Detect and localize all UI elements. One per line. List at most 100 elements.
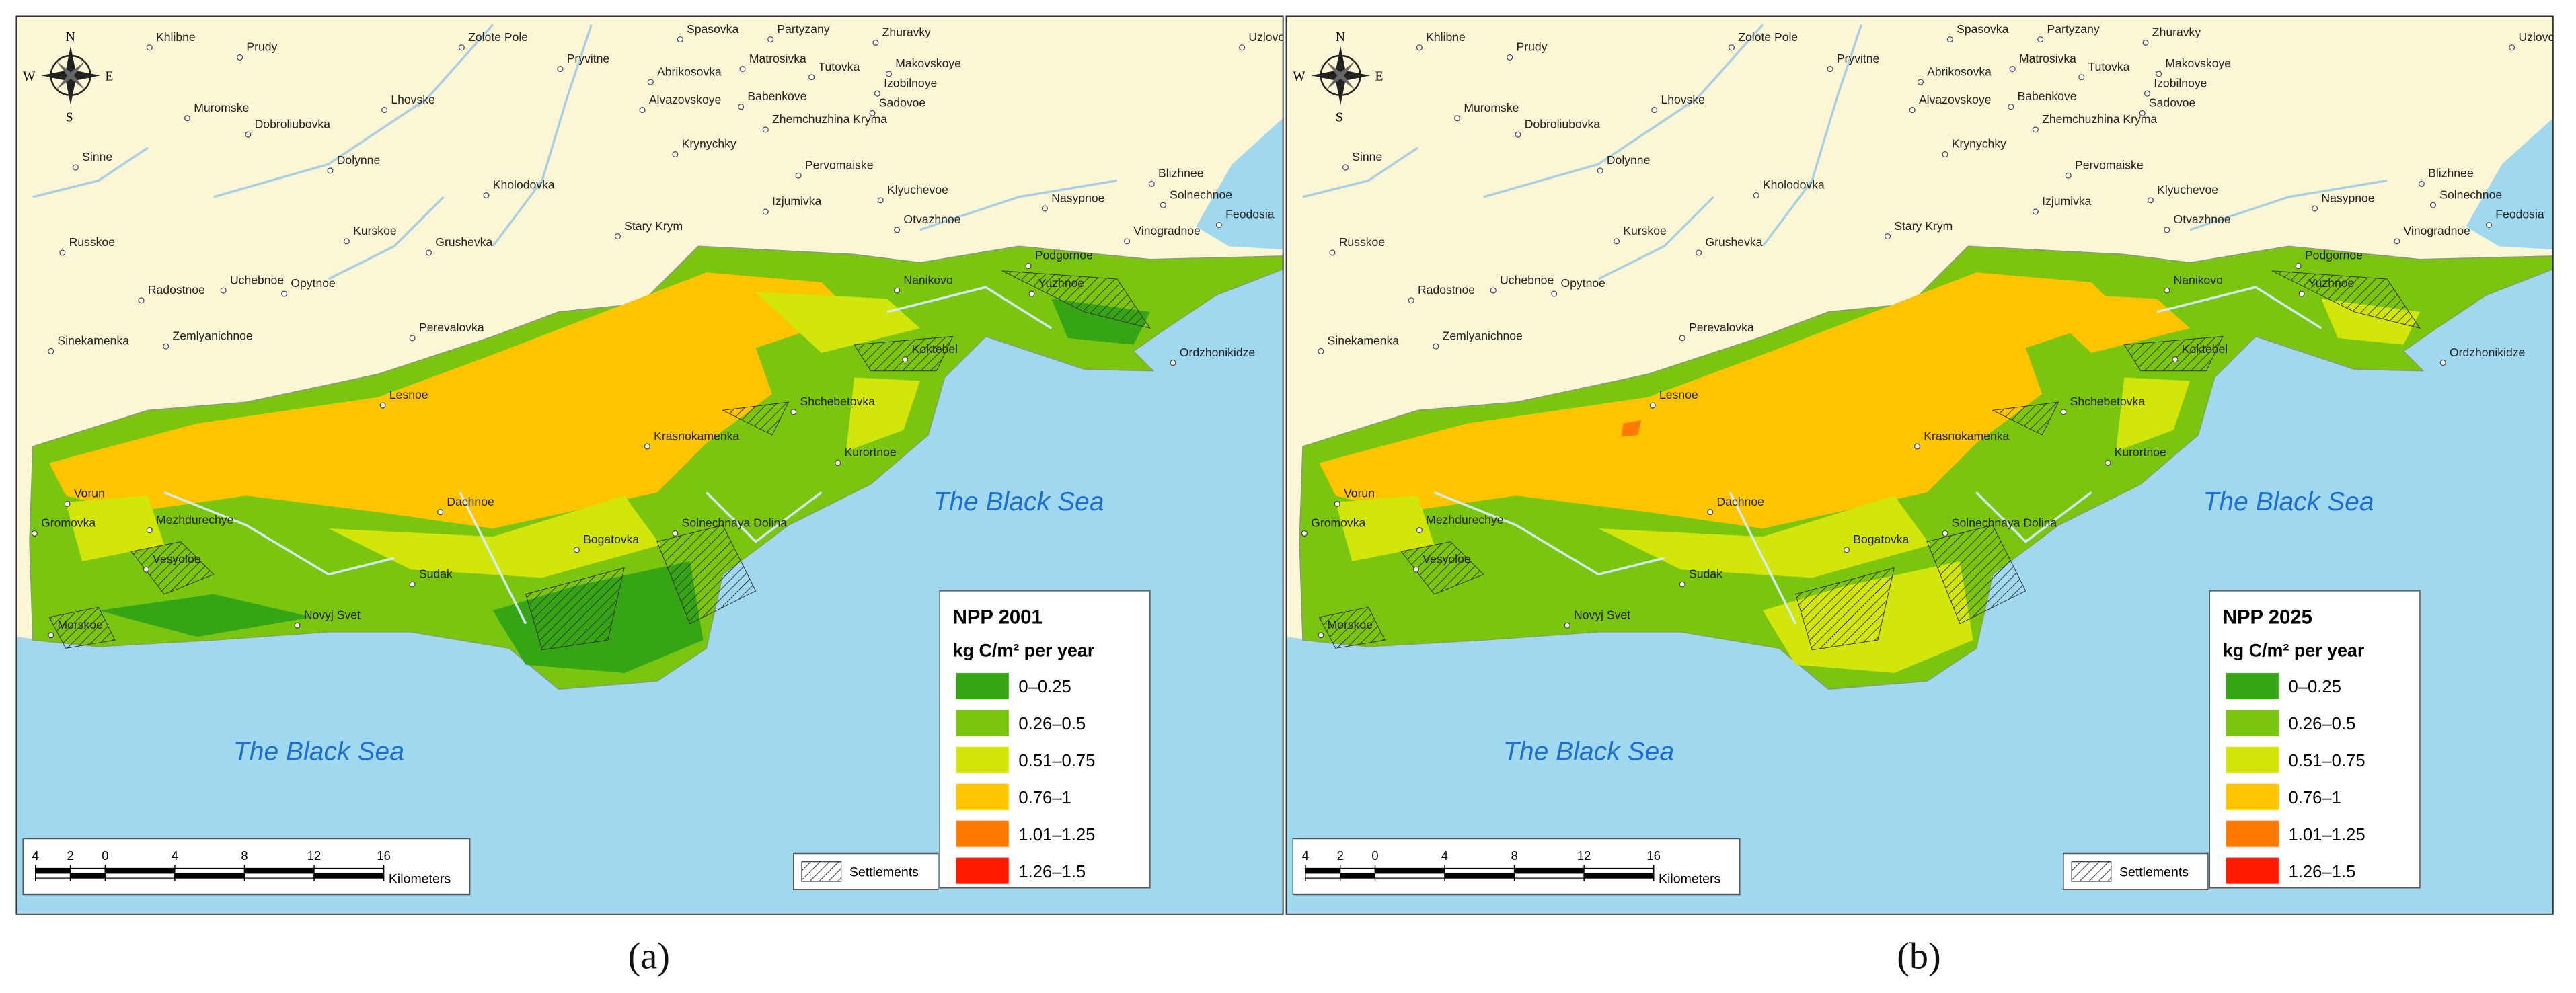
place-label: Podgornoe: [2305, 249, 2363, 262]
place-label: Stary Krym: [624, 219, 683, 233]
scale-segment: [1374, 873, 1445, 879]
panel-caption: (b): [1897, 935, 1941, 977]
place-dot: [146, 527, 153, 534]
sea-label: The Black Sea: [2203, 487, 2374, 516]
place-label: Tutovka: [2088, 60, 2130, 73]
place-dot: [874, 90, 880, 97]
place-dot: [1707, 509, 1714, 516]
legend-label: 1.01–1.25: [2289, 826, 2365, 844]
place-dot: [143, 566, 149, 573]
place-dot: [2037, 36, 2044, 43]
place-dot: [483, 192, 490, 199]
place-label: Kurskoe: [353, 224, 397, 237]
place-label: Novyj Svet: [1574, 608, 1630, 621]
place-dot: [343, 238, 350, 245]
place-label: Podgornoe: [1035, 249, 1093, 262]
scale-box: [1292, 838, 1741, 896]
place-label: Spasovka: [687, 22, 738, 36]
place-label: Partyzany: [2047, 22, 2099, 36]
place-label: Zhuravky: [882, 26, 932, 39]
place-dot: [2418, 180, 2425, 187]
scale-unit: Kilometers: [1659, 871, 1720, 886]
npp-zone: [328, 495, 660, 578]
place-dot: [767, 36, 774, 43]
settlement-area: [48, 606, 116, 649]
place-label: Morskoe: [57, 618, 102, 631]
place-dot: [1564, 622, 1570, 629]
place-dot: [1301, 530, 1308, 537]
scale-segment: [1513, 873, 1585, 879]
place-dot: [739, 66, 746, 73]
place-label: Nasypnoe: [1051, 191, 1104, 204]
settlements-swatch: [801, 861, 842, 882]
place-dot: [381, 107, 388, 114]
place-label: Pryvitne: [1837, 52, 1880, 65]
place-dot: [379, 402, 386, 409]
place-label: Babenkove: [747, 89, 806, 103]
place-label: Novyj Svet: [304, 608, 361, 621]
place-dot: [184, 115, 190, 122]
place-dot: [2164, 227, 2170, 233]
place-dot: [1490, 287, 1497, 294]
compass-letter: E: [1375, 70, 1383, 84]
scale-segment: [313, 867, 385, 874]
place-label: Yuzhnoe: [1038, 276, 1084, 290]
npp-zone: [1335, 495, 1435, 561]
scale-label: 0: [1371, 848, 1378, 863]
legend-swatch: [956, 709, 1009, 736]
settlement-area: [2123, 335, 2224, 372]
place-label: Partyzany: [777, 22, 829, 36]
place-dot: [1160, 202, 1166, 208]
settlement-area: [1992, 401, 2059, 436]
river: [328, 196, 445, 280]
river: [1729, 491, 1797, 625]
settlements-label: Settlements: [849, 865, 919, 880]
river: [886, 286, 1053, 329]
place-dot: [1942, 151, 1948, 158]
place-label: Khlibne: [156, 30, 196, 44]
river: [163, 491, 395, 576]
place-dot: [163, 343, 169, 350]
place-dot: [2142, 39, 2149, 46]
settlement-area: [2271, 270, 2421, 329]
place-label: Zolote Pole: [468, 30, 528, 44]
scale-segment: [174, 873, 245, 879]
place-dot: [738, 104, 745, 110]
compass-letter: N: [1336, 30, 1345, 44]
place-label: Kurortnoe: [2115, 446, 2166, 459]
place-dot: [1614, 238, 1620, 245]
legend-swatch: [956, 783, 1009, 810]
settlement-area: [1926, 524, 2026, 625]
place-label: Dolynne: [1607, 153, 1651, 167]
place-label: Opytnoe: [1560, 276, 1605, 290]
place-label: Sudak: [1689, 567, 1722, 580]
place-label: Ordzhonikidze: [2450, 346, 2525, 359]
place-label: Kholodovka: [493, 178, 555, 192]
place-dot: [762, 208, 769, 215]
place-label: Zemlyanichnoe: [1443, 329, 1523, 342]
place-dot: [2509, 44, 2515, 51]
place-label: Khlibne: [1426, 30, 1466, 44]
place-label: Izobilnoye: [2154, 76, 2207, 89]
legend-label: 0.26–0.5: [1018, 715, 1086, 733]
scale-segment: [313, 873, 385, 879]
place-dot: [894, 227, 901, 233]
scale-segment: [1444, 873, 1515, 879]
npp-zone: [1368, 594, 1583, 637]
place-label: Zhuravky: [2152, 26, 2201, 39]
place-label: Pryvitne: [567, 52, 610, 65]
place-label: Sinekamenka: [57, 334, 129, 348]
scale-segment: [174, 867, 245, 874]
compass-star: [1326, 61, 1356, 91]
legend-swatch: [2226, 820, 2279, 847]
place-label: Vinogradnoe: [1133, 224, 1200, 237]
legend-unit: kg C/m² per year: [2223, 641, 2365, 661]
place-dot: [2164, 287, 2170, 294]
place-label: Shchebetovka: [800, 395, 876, 408]
place-label: Otvazhnoe: [903, 212, 960, 226]
place-dot: [245, 131, 252, 138]
place-dot: [1753, 192, 1759, 199]
legend-swatch: [956, 746, 1009, 773]
place-dot: [902, 356, 909, 363]
place-dot: [409, 581, 416, 588]
